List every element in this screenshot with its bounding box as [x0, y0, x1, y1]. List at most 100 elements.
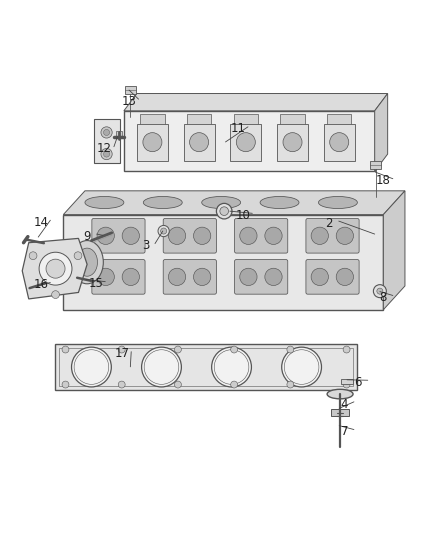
Circle shape: [103, 130, 110, 135]
Circle shape: [287, 346, 294, 353]
Circle shape: [101, 149, 112, 160]
Circle shape: [282, 347, 321, 387]
Text: 15: 15: [88, 277, 103, 290]
Polygon shape: [383, 191, 405, 310]
Circle shape: [240, 227, 257, 245]
Circle shape: [265, 227, 282, 245]
Circle shape: [97, 227, 114, 245]
Circle shape: [265, 268, 282, 286]
Circle shape: [287, 381, 294, 388]
Ellipse shape: [85, 197, 124, 208]
Circle shape: [220, 207, 229, 215]
Circle shape: [122, 227, 139, 245]
Circle shape: [194, 227, 211, 245]
Circle shape: [74, 252, 82, 260]
Circle shape: [212, 347, 251, 387]
Ellipse shape: [143, 197, 182, 208]
FancyBboxPatch shape: [280, 114, 304, 124]
Text: 14: 14: [33, 216, 48, 229]
Circle shape: [97, 268, 114, 286]
FancyBboxPatch shape: [327, 114, 351, 124]
Text: 3: 3: [142, 239, 149, 252]
Text: 17: 17: [114, 348, 129, 360]
FancyBboxPatch shape: [230, 124, 261, 160]
Text: 18: 18: [376, 174, 391, 188]
Circle shape: [62, 346, 69, 353]
Circle shape: [373, 285, 386, 297]
Circle shape: [311, 227, 328, 245]
Ellipse shape: [260, 197, 299, 208]
Text: 13: 13: [122, 95, 137, 108]
Ellipse shape: [202, 197, 240, 208]
Circle shape: [194, 268, 211, 286]
Circle shape: [336, 227, 353, 245]
Circle shape: [122, 268, 139, 286]
FancyBboxPatch shape: [116, 131, 122, 137]
FancyBboxPatch shape: [235, 260, 288, 294]
Circle shape: [283, 133, 302, 152]
Text: 6: 6: [354, 376, 362, 389]
Circle shape: [161, 228, 167, 234]
FancyBboxPatch shape: [324, 124, 355, 160]
Circle shape: [343, 346, 350, 353]
Polygon shape: [22, 238, 87, 299]
FancyBboxPatch shape: [184, 124, 215, 160]
Circle shape: [101, 127, 112, 138]
Text: 8: 8: [380, 291, 387, 304]
Circle shape: [174, 346, 181, 353]
FancyBboxPatch shape: [306, 219, 359, 253]
FancyBboxPatch shape: [124, 111, 374, 172]
Ellipse shape: [71, 240, 103, 284]
Polygon shape: [124, 93, 388, 111]
Circle shape: [158, 225, 169, 237]
Polygon shape: [374, 93, 388, 172]
FancyBboxPatch shape: [187, 114, 211, 124]
Circle shape: [240, 268, 257, 286]
Circle shape: [143, 133, 162, 152]
FancyBboxPatch shape: [137, 124, 168, 160]
Circle shape: [231, 381, 237, 388]
FancyBboxPatch shape: [163, 219, 216, 253]
Circle shape: [330, 133, 349, 152]
Text: 4: 4: [341, 398, 348, 410]
FancyBboxPatch shape: [125, 86, 136, 93]
FancyBboxPatch shape: [234, 114, 258, 124]
FancyBboxPatch shape: [140, 114, 165, 124]
Circle shape: [118, 381, 125, 388]
Ellipse shape: [318, 197, 357, 208]
Polygon shape: [64, 191, 405, 215]
Circle shape: [39, 252, 72, 285]
Circle shape: [343, 381, 350, 388]
Polygon shape: [64, 215, 383, 310]
FancyBboxPatch shape: [306, 260, 359, 294]
Circle shape: [103, 151, 110, 157]
Circle shape: [190, 133, 208, 152]
Circle shape: [52, 290, 60, 298]
FancyBboxPatch shape: [235, 219, 288, 253]
FancyBboxPatch shape: [341, 379, 353, 384]
FancyBboxPatch shape: [163, 260, 216, 294]
Circle shape: [71, 347, 111, 387]
FancyBboxPatch shape: [332, 409, 349, 416]
Ellipse shape: [327, 389, 353, 399]
Circle shape: [118, 346, 125, 353]
Text: 7: 7: [341, 425, 348, 438]
Circle shape: [231, 346, 237, 353]
Ellipse shape: [77, 248, 98, 276]
Circle shape: [336, 268, 353, 286]
Circle shape: [168, 268, 186, 286]
FancyBboxPatch shape: [55, 344, 357, 390]
Circle shape: [46, 259, 65, 278]
Text: 11: 11: [231, 123, 246, 135]
Circle shape: [168, 227, 186, 245]
Circle shape: [377, 288, 383, 294]
Circle shape: [141, 347, 181, 387]
FancyBboxPatch shape: [92, 260, 145, 294]
FancyBboxPatch shape: [277, 124, 308, 160]
FancyBboxPatch shape: [370, 161, 381, 169]
Circle shape: [174, 381, 181, 388]
Circle shape: [29, 252, 37, 260]
Text: 9: 9: [83, 230, 91, 243]
FancyBboxPatch shape: [92, 219, 145, 253]
Circle shape: [62, 381, 69, 388]
